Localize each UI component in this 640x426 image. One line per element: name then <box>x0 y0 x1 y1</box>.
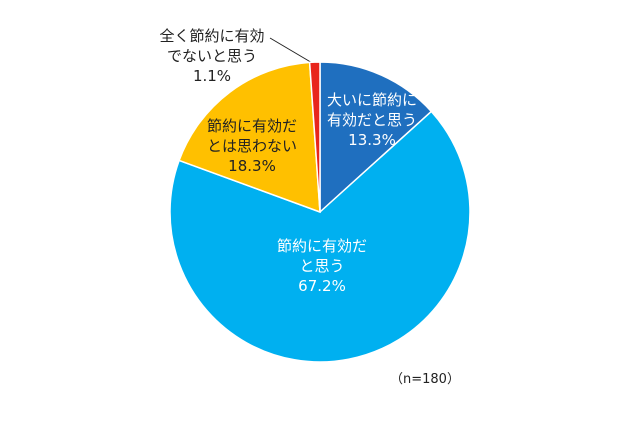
category-label: 大いに節約に有効だと思う <box>326 91 417 129</box>
pie-slice <box>169 110 471 363</box>
value-label: 1.1% <box>192 67 232 85</box>
value-label: 13.3% <box>348 131 396 149</box>
slice-label: 節約に有効だと思う 67.2% <box>274 236 370 296</box>
category-label: 全く節約に有効でないと思う <box>159 27 265 65</box>
leader-line <box>269 37 315 65</box>
sample-note: （n=180） <box>390 372 460 387</box>
pie-slice <box>178 61 321 214</box>
slice-label: 全く節約に有効でないと思う 1.1% <box>156 26 268 86</box>
slice-label: 大いに節約に有効だと思う 13.3% <box>324 90 420 150</box>
value-label: 67.2% <box>298 277 346 295</box>
value-label: 18.3% <box>228 157 276 175</box>
slice-label: 節約に有効だとは思わない 18.3% <box>204 116 300 176</box>
pie-slice <box>308 61 321 213</box>
pie-slice <box>319 61 433 214</box>
category-label: 節約に有効だとは思わない <box>206 117 297 155</box>
category-label: 節約に有効だと思う <box>276 237 367 275</box>
